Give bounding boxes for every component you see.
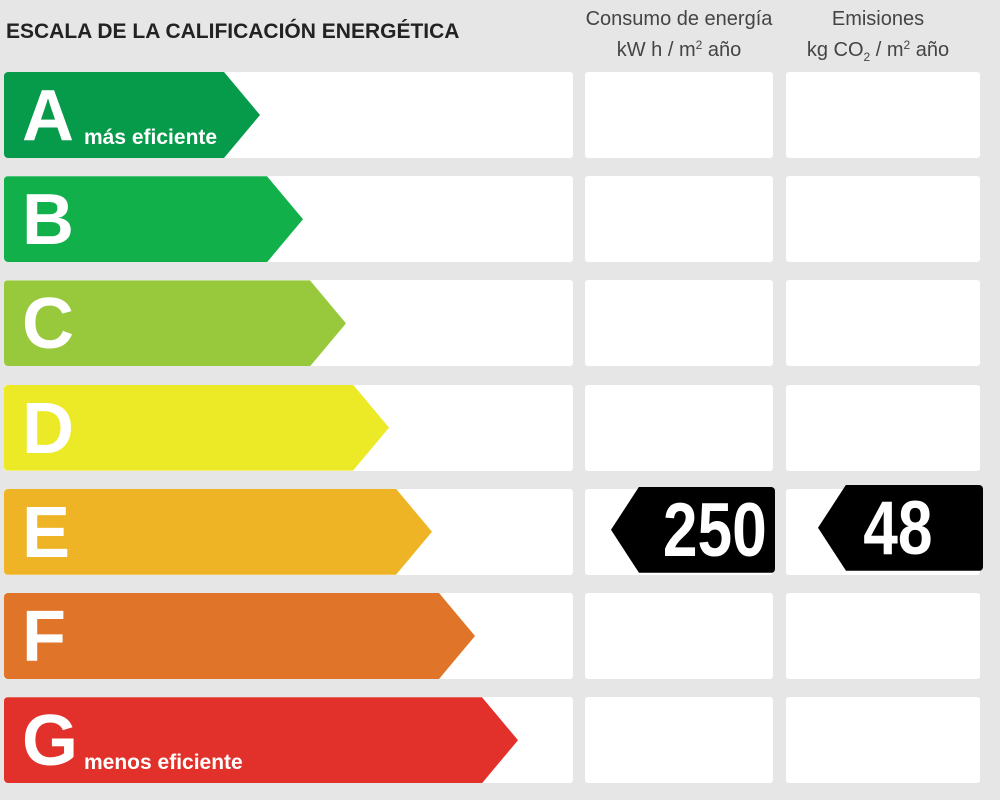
rating-letter: E — [22, 492, 71, 573]
consumo-value: 250 — [663, 487, 767, 573]
consumo-cell — [585, 72, 773, 158]
consumo-unit: kW h / m2 año — [616, 38, 742, 61]
emisiones-cell — [786, 697, 980, 784]
rating-row-c: C — [0, 280, 1000, 367]
rating-row-g: G menos eficiente — [0, 697, 1000, 784]
consumo-title: Consumo de energía — [585, 8, 773, 30]
consumo-cell — [585, 697, 773, 784]
emisiones-cell — [786, 384, 980, 471]
rating-arrow: C — [4, 280, 346, 367]
consumo-badge: 250 — [611, 486, 775, 573]
emisiones-header: Emisiones kg CO2 / m2 año — [783, 4, 973, 66]
rating-row-e: E 250 48 — [0, 484, 1000, 575]
rating-label: menos eficiente — [84, 751, 243, 775]
rating-letter: C — [22, 284, 74, 365]
rating-letter: B — [22, 180, 74, 261]
rating-letter: G — [22, 701, 79, 782]
rating-row-b: B — [0, 176, 1000, 263]
rating-letter: A — [22, 76, 74, 156]
rating-arrow: G menos eficiente — [4, 697, 518, 784]
rating-row-f: F — [0, 593, 1000, 679]
rating-letter: F — [22, 597, 66, 677]
emisiones-cell — [786, 72, 980, 158]
page-title: ESCALA DE LA CALIFICACIÓN ENERGÉTICA — [6, 20, 460, 43]
emisiones-title: Emisiones — [831, 8, 925, 30]
rating-arrow: A más eficiente — [4, 72, 260, 158]
rating-arrow: F — [4, 593, 475, 679]
rating-label: más eficiente — [84, 126, 218, 149]
rating-arrow: B — [4, 176, 303, 263]
emisiones-unit: kg CO2 / m2 año — [806, 38, 950, 64]
consumo-cell — [585, 280, 773, 367]
rating-arrow: E — [4, 488, 432, 575]
rating-arrow: D — [4, 384, 389, 471]
consumo-header: Consumo de energía kW h / m2 año — [575, 4, 783, 66]
emisiones-cell — [786, 176, 980, 263]
emisiones-value: 48 — [863, 485, 933, 571]
emisiones-cell — [786, 280, 980, 367]
rating-row-d: D — [0, 384, 1000, 471]
rating-row-a: A más eficiente — [0, 72, 1000, 158]
emisiones-badge: 48 — [818, 484, 983, 571]
rating-letter: D — [22, 388, 74, 469]
consumo-cell — [585, 593, 773, 679]
emisiones-cell — [786, 593, 980, 679]
consumo-cell — [585, 384, 773, 471]
consumo-cell — [585, 176, 773, 263]
